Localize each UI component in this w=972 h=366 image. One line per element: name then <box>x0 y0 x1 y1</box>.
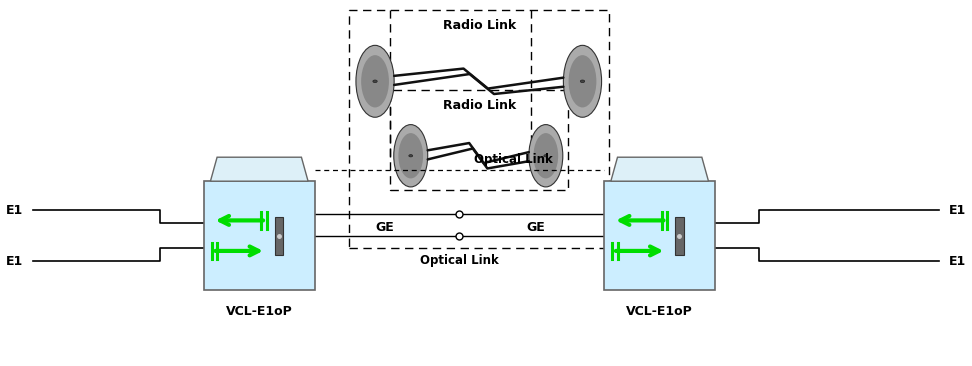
FancyBboxPatch shape <box>275 217 283 255</box>
Ellipse shape <box>534 133 558 178</box>
Text: Radio Link: Radio Link <box>442 99 516 112</box>
Ellipse shape <box>362 55 389 108</box>
Text: E1: E1 <box>6 255 23 268</box>
Ellipse shape <box>399 133 423 178</box>
Ellipse shape <box>569 55 597 108</box>
Text: E1: E1 <box>949 204 966 217</box>
FancyBboxPatch shape <box>204 181 315 290</box>
Text: E1: E1 <box>949 255 966 268</box>
Text: VCL-E1oP: VCL-E1oP <box>626 305 693 318</box>
Text: VCL-E1oP: VCL-E1oP <box>226 305 293 318</box>
Ellipse shape <box>564 45 602 117</box>
Ellipse shape <box>373 80 377 83</box>
Ellipse shape <box>529 124 563 187</box>
Text: GE: GE <box>527 221 545 234</box>
Ellipse shape <box>356 45 394 117</box>
Ellipse shape <box>394 124 428 187</box>
Ellipse shape <box>409 154 413 157</box>
FancyBboxPatch shape <box>676 217 683 255</box>
Text: Radio Link: Radio Link <box>442 19 516 32</box>
Text: Optical Link: Optical Link <box>474 153 553 166</box>
FancyBboxPatch shape <box>605 181 715 290</box>
Ellipse shape <box>544 154 548 157</box>
Text: GE: GE <box>375 221 394 234</box>
Polygon shape <box>610 157 709 181</box>
Text: E1: E1 <box>6 204 23 217</box>
Ellipse shape <box>580 80 584 83</box>
Polygon shape <box>210 157 308 181</box>
Text: Optical Link: Optical Link <box>420 254 499 267</box>
